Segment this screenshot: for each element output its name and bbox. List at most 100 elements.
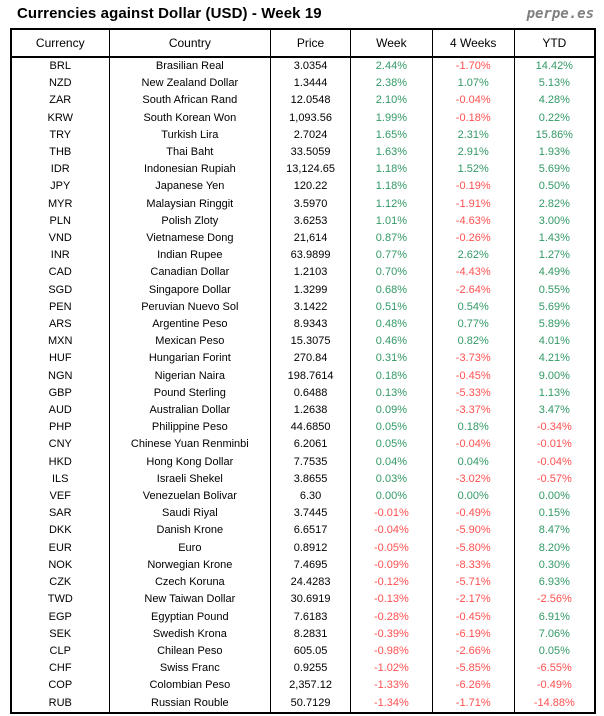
cell-code: COP [10,677,110,695]
cell-code: INR [10,247,110,265]
cell-week: 2.38% [349,75,433,93]
table-row: TRY Turkish Lira 2.7024 1.65% 2.31% 15.86% [10,126,596,145]
cell-four_weeks: 0.04% [431,453,515,471]
cell-code: ILS [10,470,110,489]
cell-week: 1.65% [349,126,433,145]
cell-four_weeks: -3.73% [431,350,515,368]
column-header-ytd: YTD [513,29,596,58]
table-row: KRW South Korean Won 1,093.56 1.99% -0.18% 0.… [10,109,596,127]
cell-ytd: -0.49% [513,677,596,695]
cell-four_weeks: 1.52% [431,161,515,179]
cell-price: 605.05 [270,642,351,661]
table-row: CZK Czech Koruna 24.4283 -0.12% -5.71% 6.93% [10,574,596,592]
cell-price: 63.9899 [270,247,351,265]
cell-ytd: 8.47% [513,522,596,540]
table-row: CLP Chilean Peso 605.05 -0.98% -2.66% 0.05% [10,642,596,661]
cell-price: 1.2638 [270,402,351,420]
cell-price: 7.7535 [270,453,351,471]
cell-country: Hong Kong Dollar [108,453,272,471]
cell-ytd: 5.69% [513,161,596,179]
column-header-week: Week [349,29,433,58]
table-row: SAR Saudi Riyal 3.7445 -0.01% -0.49% 0.15% [10,505,596,523]
cell-four_weeks: -5.85% [431,660,515,678]
cell-four_weeks: -0.49% [431,505,515,523]
table-header: Currency Country Price Week 4 Weeks YTD [10,29,596,58]
cell-ytd: 4.49% [513,264,596,282]
cell-ytd: 14.42% [513,57,596,76]
cell-price: 270.84 [270,350,351,368]
cell-week: 0.05% [349,436,433,454]
cell-price: 7.4695 [270,556,351,575]
cell-four_weeks: -6.26% [431,677,515,695]
cell-code: TWD [10,591,110,609]
cell-week: 0.04% [349,453,433,471]
cell-country: Swedish Krona [108,625,272,643]
table-row: PEN Peruvian Nuevo Sol 3.1422 0.51% 0.54% 5.6… [10,298,596,317]
table-row: INR Indian Rupee 63.9899 0.77% 2.62% 1.27% [10,247,596,265]
cell-price: 3.6253 [270,212,351,231]
cell-country: Vietnamese Dong [108,230,272,248]
cell-week: 1.12% [349,195,433,213]
table-row: COP Colombian Peso 2,357.12 -1.33% -6.26% -0.… [10,677,596,695]
cell-price: 1.3444 [270,75,351,93]
table-row: PHP Philippine Peso 44.6850 0.05% 0.18% -0.34… [10,419,596,437]
cell-ytd: -6.55% [513,660,596,678]
cell-ytd: -0.01% [513,436,596,454]
cell-country: Thai Baht [108,144,272,162]
cell-week: 0.13% [349,384,433,403]
cell-ytd: 3.47% [513,402,596,420]
cell-ytd: 1.43% [513,230,596,248]
cell-country: Czech Koruna [108,574,272,592]
cell-country: Chilean Peso [108,642,272,661]
cell-week: -0.09% [349,556,433,575]
cell-ytd: 0.00% [513,488,596,506]
cell-ytd: -2.56% [513,591,596,609]
cell-four_weeks: -1.71% [431,694,515,713]
cell-country: Euro [108,539,272,557]
cell-week: -0.28% [349,608,433,626]
table-row: BRL Brasilian Real 3.0354 2.44% -1.70% 14.42% [10,57,596,76]
cell-week: 0.68% [349,281,433,299]
cell-four_weeks: 0.77% [431,316,515,334]
cell-country: Hungarian Forint [108,350,272,368]
cell-country: New Zealand Dollar [108,75,272,93]
report-header: Currencies against Dollar (USD) - Week 1… [10,5,596,28]
cell-four_weeks: -0.04% [431,436,515,454]
column-header-country: Country [108,29,272,58]
table-row: DKK Danish Krone 6.6517 -0.04% -5.90% 8.47% [10,522,596,540]
cell-country: Mexican Peso [108,333,272,351]
table-row: CNY Chinese Yuan Renminbi 6.2061 0.05% -0.04… [10,436,596,454]
cell-country: Egyptian Pound [108,608,272,626]
cell-country: Norwegian Krone [108,556,272,575]
cell-four_weeks: -2.66% [431,642,515,661]
table-row: NGN Nigerian Naira 198.7614 0.18% -0.45% 9.00… [10,367,596,385]
cell-price: 3.0354 [270,57,351,76]
cell-code: DKK [10,522,110,540]
cell-country: Russian Rouble [108,694,272,713]
table-row: MXN Mexican Peso 15.3075 0.46% 0.82% 4.01% [10,333,596,351]
cell-price: 13,124.65 [270,161,351,179]
cell-four_weeks: -1.91% [431,195,515,213]
cell-code: HUF [10,350,110,368]
cell-country: Swiss Franc [108,660,272,678]
table-row: VND Vietnamese Dong 21,614 0.87% -0.26% 1.43% [10,230,596,248]
cell-four_weeks: -0.18% [431,109,515,127]
cell-code: RUB [10,694,110,713]
cell-price: 21,614 [270,230,351,248]
cell-week: 1.99% [349,109,433,127]
cell-week: 0.31% [349,350,433,368]
cell-ytd: 2.82% [513,195,596,213]
cell-ytd: -14.88% [513,694,596,713]
table-row: IDR Indonesian Rupiah 13,124.65 1.18% 1.52% 5… [10,161,596,179]
cell-ytd: 1.93% [513,144,596,162]
cell-code: EUR [10,539,110,557]
table-header-row: Currency Country Price Week 4 Weeks YTD [10,29,596,58]
page-title: Currencies against Dollar (USD) - Week 1… [17,5,322,22]
cell-week: -1.33% [349,677,433,695]
cell-week: -0.39% [349,625,433,643]
cell-country: Saudi Riyal [108,505,272,523]
cell-price: 0.8912 [270,539,351,557]
cell-code: TRY [10,126,110,145]
cell-price: 1.3299 [270,281,351,299]
